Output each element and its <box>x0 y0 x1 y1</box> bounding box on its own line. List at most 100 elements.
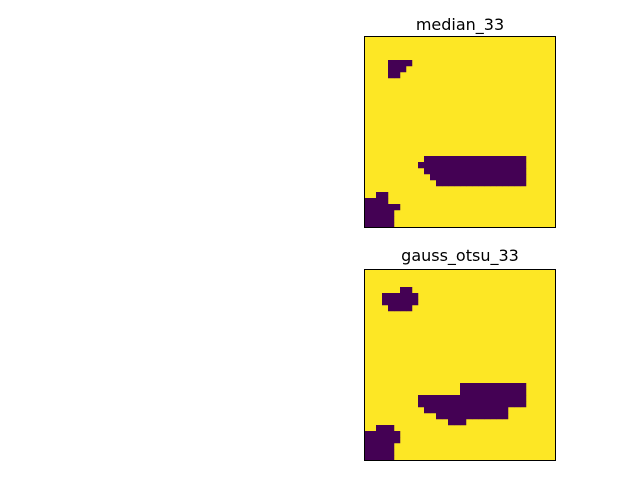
mask-pixel <box>472 383 479 390</box>
mask-pixel <box>454 419 461 426</box>
mask-pixel <box>472 401 479 408</box>
mask-pixel <box>370 204 377 211</box>
mask-pixel <box>436 162 443 169</box>
mask-pixel <box>448 401 455 408</box>
mask-pixel <box>448 419 455 426</box>
mask-pixel <box>520 162 527 169</box>
mask-pixel <box>436 395 443 402</box>
mask-pixel <box>502 174 509 181</box>
mask-pixel <box>376 437 383 444</box>
mask-pixel <box>382 431 389 438</box>
mask-pixel <box>460 174 467 181</box>
image-frame <box>364 269 556 461</box>
mask-pixel <box>502 168 509 175</box>
mask-pixel <box>478 383 485 390</box>
mask-pixel <box>364 222 371 228</box>
mask-pixel <box>394 431 401 438</box>
mask-pixel <box>454 156 461 163</box>
mask-pixel <box>466 156 473 163</box>
mask-pixel <box>430 168 437 175</box>
mask-pixel <box>376 210 383 217</box>
mask-blob-1 <box>388 60 413 79</box>
mask-pixel <box>514 389 521 396</box>
mask-pixel <box>472 168 479 175</box>
mask-pixel <box>406 287 413 294</box>
mask-pixel <box>382 204 389 211</box>
image-frame <box>364 36 556 228</box>
mask-pixel <box>430 401 437 408</box>
mask-pixel <box>406 293 413 300</box>
mask-pixel <box>424 395 431 402</box>
mask-pixel <box>424 401 431 408</box>
mask-pixel <box>454 162 461 169</box>
mask-pixel <box>460 168 467 175</box>
mask-pixel <box>460 383 467 390</box>
mask-pixel <box>400 287 407 294</box>
mask-pixel <box>496 162 503 169</box>
mask-pixel <box>454 407 461 414</box>
mask-pixel <box>436 407 443 414</box>
mask-pixel <box>430 174 437 181</box>
mask-pixel <box>490 407 497 414</box>
mask-pixel <box>460 156 467 163</box>
mask-pixel <box>400 305 407 312</box>
mask-pixel <box>388 431 395 438</box>
mask-pixel <box>400 66 407 73</box>
mask-pixel <box>388 305 395 312</box>
mask-pixel <box>460 162 467 169</box>
mask-pixel <box>490 174 497 181</box>
mask-pixel <box>406 299 413 306</box>
mask-pixel <box>376 216 383 223</box>
mask-blob-3 <box>364 425 401 461</box>
mask-pixel <box>502 413 509 420</box>
mask-pixel <box>430 395 437 402</box>
mask-pixel <box>454 180 461 187</box>
mask-pixel <box>478 395 485 402</box>
mask-pixel <box>388 299 395 306</box>
median-mask-image <box>364 36 556 228</box>
mask-pixel <box>484 162 491 169</box>
mask-pixel <box>370 210 377 217</box>
mask-pixel <box>514 168 521 175</box>
mask-pixel <box>484 156 491 163</box>
mask-pixel <box>478 413 485 420</box>
mask-pixel <box>496 401 503 408</box>
mask-pixel <box>448 407 455 414</box>
mask-pixel <box>520 156 527 163</box>
mask-pixel <box>388 222 395 228</box>
mask-pixel <box>502 389 509 396</box>
mask-pixel <box>484 174 491 181</box>
mask-pixel <box>376 455 383 461</box>
mask-pixel <box>394 305 401 312</box>
mask-pixel <box>496 407 503 414</box>
mask-pixel <box>442 407 449 414</box>
mask-pixel <box>520 389 527 396</box>
mask-pixel <box>388 60 395 67</box>
mask-pixel <box>478 401 485 408</box>
mask-pixel <box>514 395 521 402</box>
mask-pixel <box>496 413 503 420</box>
mask-pixel <box>514 174 521 181</box>
mask-pixel <box>514 383 521 390</box>
mask-pixel <box>520 180 527 187</box>
mask-pixel <box>376 449 383 456</box>
mask-pixel <box>448 168 455 175</box>
mask-pixel <box>424 407 431 414</box>
mask-pixel <box>490 180 497 187</box>
mask-pixel <box>508 162 515 169</box>
mask-pixel <box>502 407 509 414</box>
mask-pixel <box>430 407 437 414</box>
mask-pixel <box>424 168 431 175</box>
mask-blob-2 <box>418 156 527 187</box>
mask-pixel <box>400 299 407 306</box>
mask-pixel <box>370 222 377 228</box>
mask-pixel <box>502 156 509 163</box>
mask-pixel <box>508 389 515 396</box>
mask-pixel <box>406 305 413 312</box>
mask-pixel <box>388 443 395 450</box>
mask-pixel <box>394 66 401 73</box>
median-panel-title: median_33 <box>415 15 505 34</box>
mask-blob-2 <box>418 383 527 426</box>
mask-pixel <box>490 383 497 390</box>
mask-pixel <box>466 395 473 402</box>
